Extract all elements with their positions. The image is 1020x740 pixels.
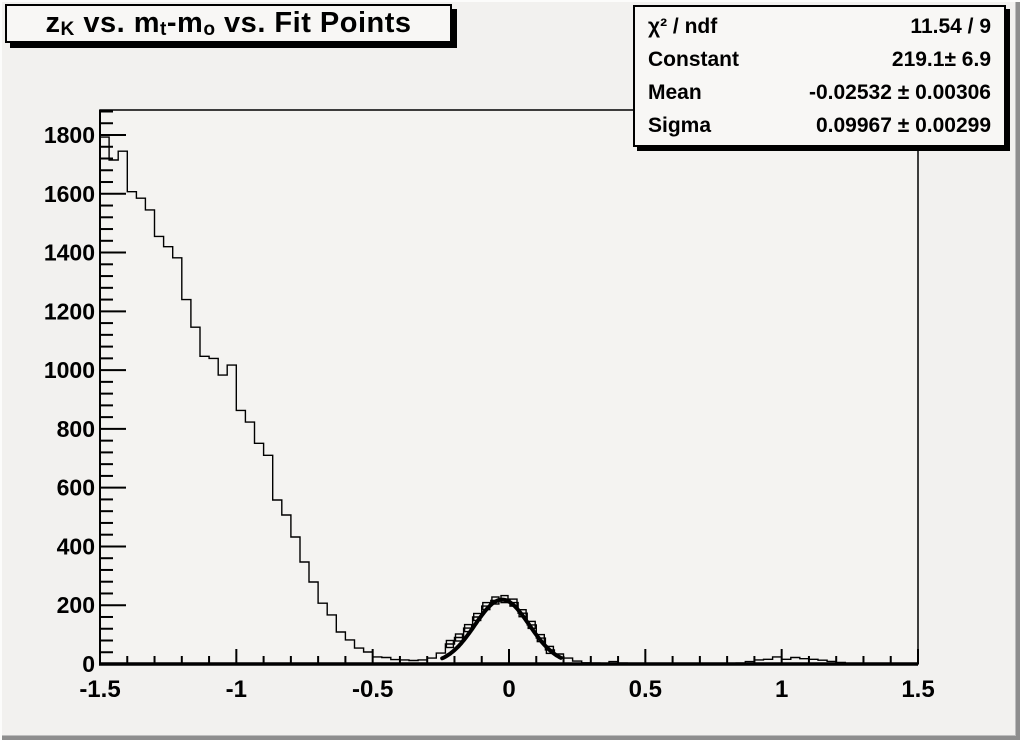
title-subscript: o [203, 18, 216, 40]
x-tick-label: 0 [502, 676, 515, 703]
y-tick-label: 400 [57, 533, 95, 559]
fit-point-marker [545, 645, 555, 655]
fit-point-marker [500, 594, 509, 604]
plot-frame [99, 109, 919, 665]
x-tick-label: -0.5 [352, 676, 393, 703]
x-tick-label: 0.5 [629, 676, 662, 703]
y-tick-label: 1400 [44, 240, 95, 266]
stat-value-constant: 219.1± 6.9 [891, 47, 991, 71]
x-tick-label: -1.5 [79, 676, 120, 703]
stat-label-sigma: Sigma [648, 113, 712, 137]
x-tick-label: 1 [775, 676, 788, 703]
fit-point-marker [491, 596, 500, 605]
fit-point-markers [445, 594, 555, 655]
title-text-segment: z [45, 7, 61, 39]
fit-point-marker [473, 612, 482, 622]
stats-row-chi2: χ² / ndf 11.54 / 9 [648, 15, 991, 39]
y-tick-label: 600 [57, 475, 95, 501]
y-tick-label: 200 [57, 592, 95, 618]
fit-point-marker [445, 639, 455, 649]
stats-box[interactable]: χ² / ndf 11.54 / 9 Constant 219.1± 6.9 M… [633, 5, 1006, 147]
fit-point-marker [518, 609, 527, 618]
stats-row-constant: Constant 219.1± 6.9 [648, 48, 991, 72]
stat-label-chi2: χ² / ndf [648, 14, 718, 38]
fit-point-marker [454, 633, 464, 642]
fit-point-marker [536, 633, 545, 643]
x-tick-label: 1.5 [901, 676, 934, 703]
title-subscript: K [60, 18, 75, 40]
title-text-segment: -m [166, 7, 204, 39]
y-tick-label: 1200 [44, 298, 95, 324]
x-tick-label: -1 [226, 676, 247, 703]
y-tick-label: 1600 [44, 181, 95, 207]
stat-label-mean: Mean [648, 80, 702, 104]
stat-value-sigma: 0.09967 ± 0.00299 [815, 113, 991, 137]
title-text-segment: vs. Fit Points [215, 7, 412, 39]
stat-value-chi2: 11.54 / 9 [910, 14, 991, 38]
y-axis [100, 110, 126, 665]
y-tick-label: 800 [57, 416, 95, 442]
stats-row-mean: Mean -0.02532 ± 0.00306 [648, 81, 991, 105]
title-text-segment: vs. m [74, 7, 160, 39]
fit-point-marker [463, 623, 473, 633]
stats-row-sigma: Sigma 0.09967 ± 0.00299 [648, 114, 991, 138]
fit-point-marker [509, 598, 518, 607]
y-tick-label: 1000 [44, 357, 95, 383]
histogram-polyline [99, 136, 918, 665]
y-tick-label: 1800 [44, 122, 95, 148]
stat-label-constant: Constant [648, 47, 739, 71]
stat-value-mean: -0.02532 ± 0.00306 [808, 80, 991, 104]
title-subscript: t [159, 18, 167, 40]
x-axis-tick-labels: -1.5 -1 -0.5 0 0.5 1 1.5 [79, 676, 934, 703]
y-axis-tick-labels: 0 200 400 600 800 1000 1200 1400 1600 1800 [44, 122, 95, 677]
fit-point-marker [527, 620, 536, 630]
y-tick-label: 0 [82, 651, 95, 677]
fit-point-marker [482, 601, 491, 611]
